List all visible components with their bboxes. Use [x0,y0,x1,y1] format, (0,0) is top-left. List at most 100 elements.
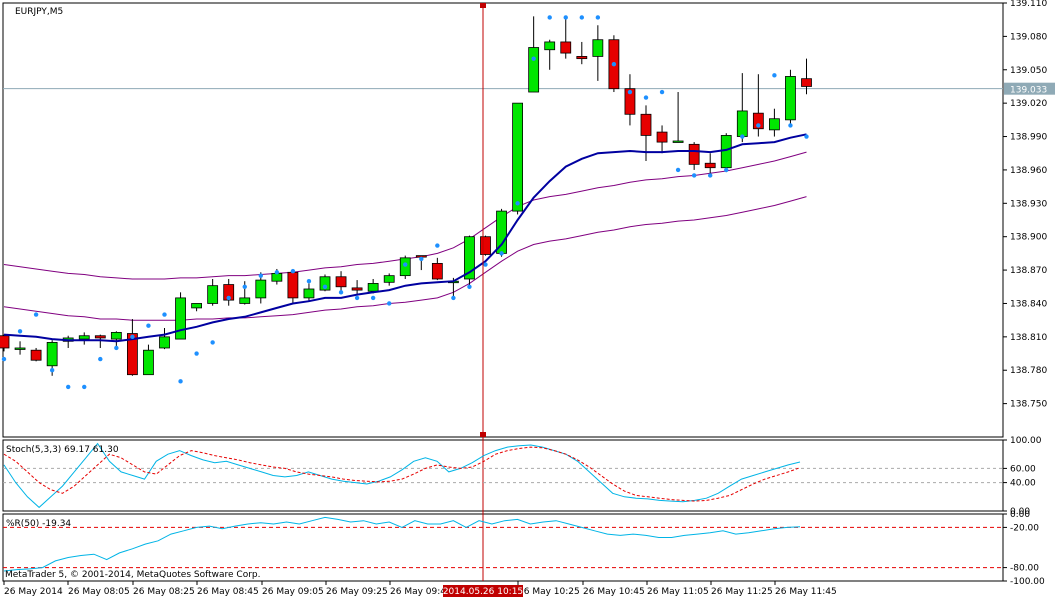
bear-candle [624,88,636,115]
sar-dot [515,201,520,206]
sar-dot [483,262,488,267]
stoch-axis-label: 0.00 [1010,507,1030,517]
bull-candle [159,336,170,349]
bull-candle [271,273,283,282]
bear-candle [480,236,491,255]
bear-candle [0,335,10,349]
crosshair-handle-bottom[interactable] [480,432,486,437]
price-axis-label: 139.080 [1010,32,1047,42]
price-axis-label: 139.020 [1010,99,1047,109]
bull-candle [720,135,732,169]
bear-candle [287,271,299,299]
price-axis-label: 139.110 [1010,0,1047,9]
sar-dot [354,295,360,301]
sar-dot [114,345,119,351]
time-axis-label: 26 May 09:25 [326,587,388,597]
bull-candle [383,275,395,283]
bull-candle [46,342,58,367]
sar-dot [579,15,584,20]
stoch-panel-frame [2,439,1004,512]
sar-dot [419,256,424,262]
sar-dot [178,379,183,384]
bull-candle [592,39,604,57]
bear-candle [335,276,347,288]
bull-candle [191,303,203,309]
time-axis-label: 26 May 09:05 [262,587,324,597]
sar-dot [210,340,215,345]
bull-candle [143,349,154,376]
stoch-axis-label: 40.00 [1010,479,1036,489]
sar-dot [627,89,633,95]
bear-candle [688,143,700,165]
price-axis-label: 138.780 [1010,366,1047,376]
sar-dot [306,279,312,284]
bull-candle [769,118,780,131]
bear-candle [223,284,235,301]
time-axis-label: 26 May 08:05 [68,587,130,597]
bull-candle [785,76,796,121]
sar-dot [788,123,793,128]
sar-dot [98,356,103,362]
envelope-lower-line [3,196,807,321]
bull-candle [672,140,684,143]
time-axis-label: 26 May 08:25 [133,587,195,597]
sar-dot [130,334,135,340]
sar-dot [595,15,601,20]
sar-dot [17,329,23,334]
sar-dot [724,167,729,173]
bull-candle [464,236,475,280]
bull-candle [512,102,523,212]
parabolic-sar-group [1,15,809,390]
sar-dot [274,270,280,275]
price-axis-label: 139.050 [1010,66,1047,76]
sar-dot [49,368,55,373]
bull-candle [78,335,90,340]
time-axis-label: 26 May 10:25 [518,587,580,597]
bear-candle [704,162,716,169]
bull-candle [14,347,26,350]
sar-dot [451,295,456,301]
sar-dot [370,295,376,301]
bear-candle [656,131,668,143]
bull-candle [255,279,267,299]
symbol-label: EURJPY,M5 [15,7,63,17]
bear-candle [560,41,572,54]
sar-dot [82,384,87,390]
price-axis-label: 138.900 [1010,233,1047,243]
copyright-text: MetaTrader 5, © 2001-2014, MetaQuotes So… [5,570,261,580]
wpr-axis-label: -100.00 [1010,577,1045,587]
wpr-axis-label: -20.00 [1010,523,1039,533]
price-axis-label: 138.960 [1010,166,1047,176]
sar-dot [675,167,681,173]
bull-candle [303,288,315,299]
price-axis-label: 138.810 [1010,333,1047,343]
sar-dot [691,173,697,178]
wpr-axis-label: 0.00 [1010,510,1030,520]
bear-candle [127,333,138,376]
sar-dot [1,356,7,362]
price-axis-label: 138.990 [1010,133,1047,143]
wpr-panel-frame [2,513,1004,582]
stoch-axis-label: 100.00 [1010,436,1042,446]
stoch-label: Stoch(5,3,3) 69.17 61.30 [6,445,119,455]
price-axis-label: 138.930 [1010,199,1047,209]
bull-candle [367,283,379,292]
sar-dot [387,301,392,306]
bull-candle [736,110,748,137]
sar-dot [547,15,552,20]
crosshair-handle-top[interactable] [480,3,486,8]
time-axis-label: 26 May 10:45 [583,587,645,597]
time-axis-label: 26 May 11:25 [711,587,773,597]
crosshair-time-badge [443,585,523,597]
time-axis-label: 26 May 08:45 [197,587,259,597]
sar-dot [435,243,440,248]
bear-candle [640,113,652,136]
sar-dot [66,384,71,390]
candles-group [0,16,812,376]
current-price-label: 139.033 [1010,86,1047,96]
bear-candle [351,287,363,291]
sar-dot [708,173,713,178]
sar-dot [804,134,809,139]
